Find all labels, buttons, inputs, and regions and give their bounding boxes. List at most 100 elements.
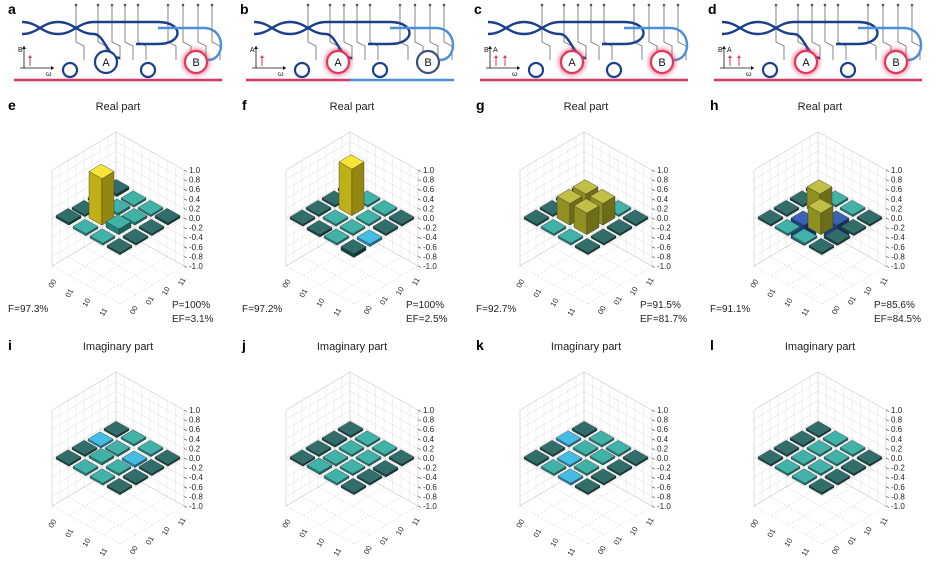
basis-label-right: 01 [846,295,858,307]
electrode-lead [343,5,353,60]
z-tick-label: -0.8 [891,252,905,261]
z-tick [417,409,422,412]
z-tick-label: 0.0 [423,454,435,463]
z-tick-label: 1.0 [423,166,435,175]
floor-grid [119,265,185,305]
z-tick [651,179,656,182]
basis-label-right: 11 [644,276,656,287]
bar-face-top [573,459,600,475]
bar-face-top [573,198,600,214]
z-tick [183,448,188,451]
floor-grid [102,496,168,535]
basis-label-left: 10 [548,297,560,309]
electrode-lead [837,5,847,60]
basis-label-left: 10 [548,537,560,549]
basis-label-left: 11 [799,306,811,317]
bar-2-3 [824,228,851,246]
bar-face-top [523,449,550,465]
basis-label-left: 01 [765,527,777,539]
bar-1-1 [338,440,365,458]
bar-face-top [339,219,366,235]
z-tick-label: 1.0 [657,166,669,175]
inset-mode-label: A [727,47,732,54]
bar-face-top [337,421,364,437]
panel-label-k: k [476,337,484,353]
floor-grid [317,486,387,526]
small-ring [605,61,623,79]
bar-face-top [605,440,632,456]
basis-label-left: 01 [531,287,543,299]
bar-face-top [622,449,649,465]
z-tick [183,476,188,479]
z-tick [651,496,656,499]
bar-face-top [388,449,415,465]
bar-face-top [322,209,349,225]
bar-face-top [106,238,133,254]
ring-a [93,49,119,75]
panel-label-c: c [474,1,482,17]
bar-3-2 [89,468,116,486]
bar-face-top [757,449,784,465]
bar-2-3 [590,228,617,246]
basis-label-left: 10 [80,537,92,549]
basis-label-right: 01 [612,535,624,547]
electrode-pad [866,3,870,7]
bar-face-top [588,430,615,446]
z-tick [885,256,890,259]
electrode-pad [910,3,914,7]
bar-3-2 [557,228,584,246]
bar-face-top [572,179,599,195]
bar-face-top [120,190,147,206]
z-tick-label: 0.2 [657,444,669,453]
bar-1-2 [355,449,382,467]
bar-1-2 [355,209,382,227]
floor-grid [787,486,853,526]
z-tick-label: -1.0 [891,502,905,511]
bar-0-3 [388,209,415,227]
floor-grid [285,505,355,545]
electrode-lead [633,5,643,60]
bar-face-top [606,219,633,235]
bar-2-3 [122,228,149,246]
electrode-pad [123,3,127,7]
bar-1-3 [840,459,867,477]
zero-plane-line [336,208,402,247]
z-tick-label: 0.0 [657,214,669,223]
bar-0-2 [371,200,398,218]
z-tick [885,217,890,220]
bar-face-top [338,440,365,456]
bar-face-top [339,459,366,475]
z-tick [183,428,188,431]
zero-plane-line [753,457,823,497]
floor-grid [336,256,402,295]
basis-label-right: 11 [878,516,890,527]
bar-1-1 [104,440,131,458]
bar-0-1 [120,190,147,208]
bar-face-top [574,238,601,254]
bar-face-top [122,228,149,244]
electrode-lead [775,5,785,60]
z-tick [417,476,422,479]
bar-face-top [356,229,383,245]
z-tick [183,179,188,182]
z-tick-label: 0.8 [423,416,435,425]
electrode-lead [167,5,177,60]
basis-label-left: 01 [297,527,309,539]
z-tick [885,438,890,441]
bar-1-1 [338,154,365,217]
bar-face-top [824,228,851,244]
inset-mode-label: B [484,47,489,54]
z-tick [417,457,422,460]
z-tick-label: -0.4 [423,473,437,482]
bar-2-1 [322,449,349,467]
bar-0-1 [354,430,381,448]
z-tick-label: 0.6 [891,425,903,434]
bar-3-3 [574,238,601,256]
electrode-pad [540,3,544,7]
z-tick [183,236,188,239]
electrode-lead [356,5,366,60]
z-tick [651,438,656,441]
bar-0-2 [137,440,164,458]
zero-plane-line [587,217,653,257]
